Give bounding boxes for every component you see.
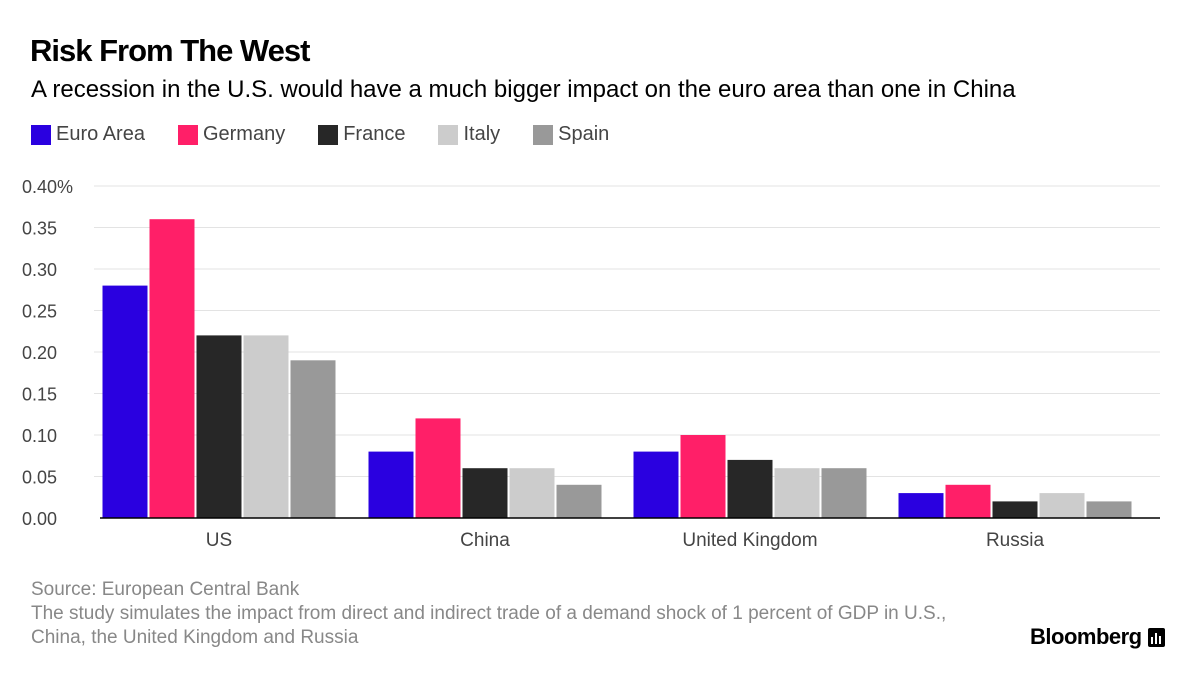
- y-tick-label: 0.15: [22, 385, 57, 405]
- legend-item: Germany: [177, 123, 286, 146]
- bar: [196, 335, 242, 518]
- legend-item: Spain: [533, 123, 609, 146]
- bar: [945, 484, 991, 518]
- source-note: Source: European Central Bank: [31, 579, 300, 600]
- y-tick-label: 0.35: [22, 219, 57, 239]
- y-tick-label: 0.30: [22, 260, 57, 280]
- bar: [680, 435, 726, 518]
- bar: [509, 468, 555, 518]
- bar: [290, 360, 336, 518]
- x-tick-label: Russia: [986, 530, 1045, 551]
- legend: Euro Area Germany France Italy Spain: [31, 123, 642, 146]
- legend-item: Italy: [438, 123, 500, 146]
- x-tick-label: China: [460, 530, 510, 551]
- y-tick-label: 0.40%: [22, 177, 73, 197]
- legend-label: Spain: [558, 123, 610, 145]
- x-tick-label: United Kingdom: [682, 530, 817, 551]
- bar: [898, 493, 944, 518]
- bar: [415, 418, 461, 518]
- legend-label: Italy: [463, 123, 501, 145]
- legend-swatch: [31, 124, 51, 145]
- legend-item: France: [318, 123, 405, 146]
- bar: [368, 451, 414, 518]
- bar: [727, 459, 773, 518]
- bar: [774, 468, 820, 518]
- methodology-note: The study simulates the impact from dire…: [31, 603, 947, 648]
- bar: [243, 335, 289, 518]
- legend-swatch: [318, 124, 339, 145]
- bloomberg-chart-icon: [1147, 627, 1165, 647]
- x-tick-label: US: [206, 530, 232, 551]
- legend-swatch: [533, 124, 554, 145]
- bar: [462, 468, 508, 518]
- y-tick-label: 0.10: [22, 426, 57, 446]
- legend-swatch: [177, 124, 198, 145]
- chart-title: Risk From The West: [30, 33, 310, 68]
- legend-swatch: [438, 124, 459, 145]
- footer: Source: European Central Bank The study …: [31, 578, 991, 650]
- brand-name: Bloomberg: [1030, 624, 1142, 649]
- legend-item: Euro Area: [31, 123, 145, 146]
- bar: [633, 451, 679, 518]
- bar: [821, 468, 867, 518]
- bar: [556, 484, 602, 518]
- legend-label: Germany: [202, 123, 286, 145]
- y-tick-label: 0.20: [22, 343, 57, 363]
- legend-label: Euro Area: [56, 123, 145, 145]
- y-tick-label: 0.25: [22, 302, 57, 322]
- legend-label: France: [343, 123, 406, 145]
- bar: [992, 501, 1038, 518]
- y-tick-label: 0.05: [22, 468, 57, 488]
- chart-subtitle: A recession in the U.S. would have a muc…: [31, 76, 1016, 103]
- bar: [102, 285, 148, 518]
- bar-chart: 0.00 0.05 0.10 0.15 0.20 0.25 0.30 0.35 0.40% US C…: [22, 177, 1160, 551]
- bar: [1086, 501, 1132, 518]
- bar: [149, 219, 195, 518]
- brand-logo: Bloomberg: [1030, 624, 1165, 650]
- bar: [1039, 493, 1085, 518]
- y-tick-label: 0.00: [22, 509, 57, 529]
